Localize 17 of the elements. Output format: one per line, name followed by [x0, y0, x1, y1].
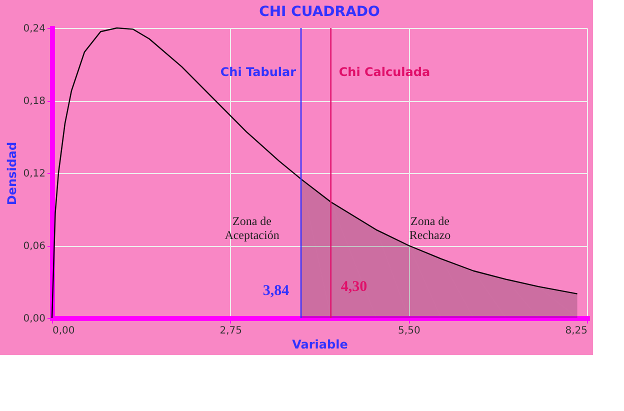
x-tick-label: 8,25	[565, 326, 588, 336]
x-tick-label: 0,00	[52, 326, 75, 336]
x-tick-label: 2,75	[220, 326, 242, 336]
y-tick-label: 0,12	[23, 168, 46, 180]
y-tick-label: 0,24	[23, 24, 46, 34]
annotation: Zona de Rechazo	[409, 214, 451, 242]
y-tick-label: 0,18	[23, 96, 46, 107]
chart-title: CHI CUADRADO	[259, 4, 380, 20]
annotation: 3,84	[262, 283, 290, 299]
x-tick-label: 5,50	[398, 326, 420, 336]
y-axis-title: Densidad	[5, 142, 20, 206]
annotation: 4,30	[340, 279, 368, 295]
annotation: Zona de Aceptación	[224, 214, 280, 242]
y-tick-label: 0,06	[23, 241, 46, 252]
x-axis-title: Variable	[292, 338, 348, 352]
ref-line-label: Chi Tabular	[220, 65, 296, 79]
y-tick-label: 0,00	[23, 314, 46, 324]
